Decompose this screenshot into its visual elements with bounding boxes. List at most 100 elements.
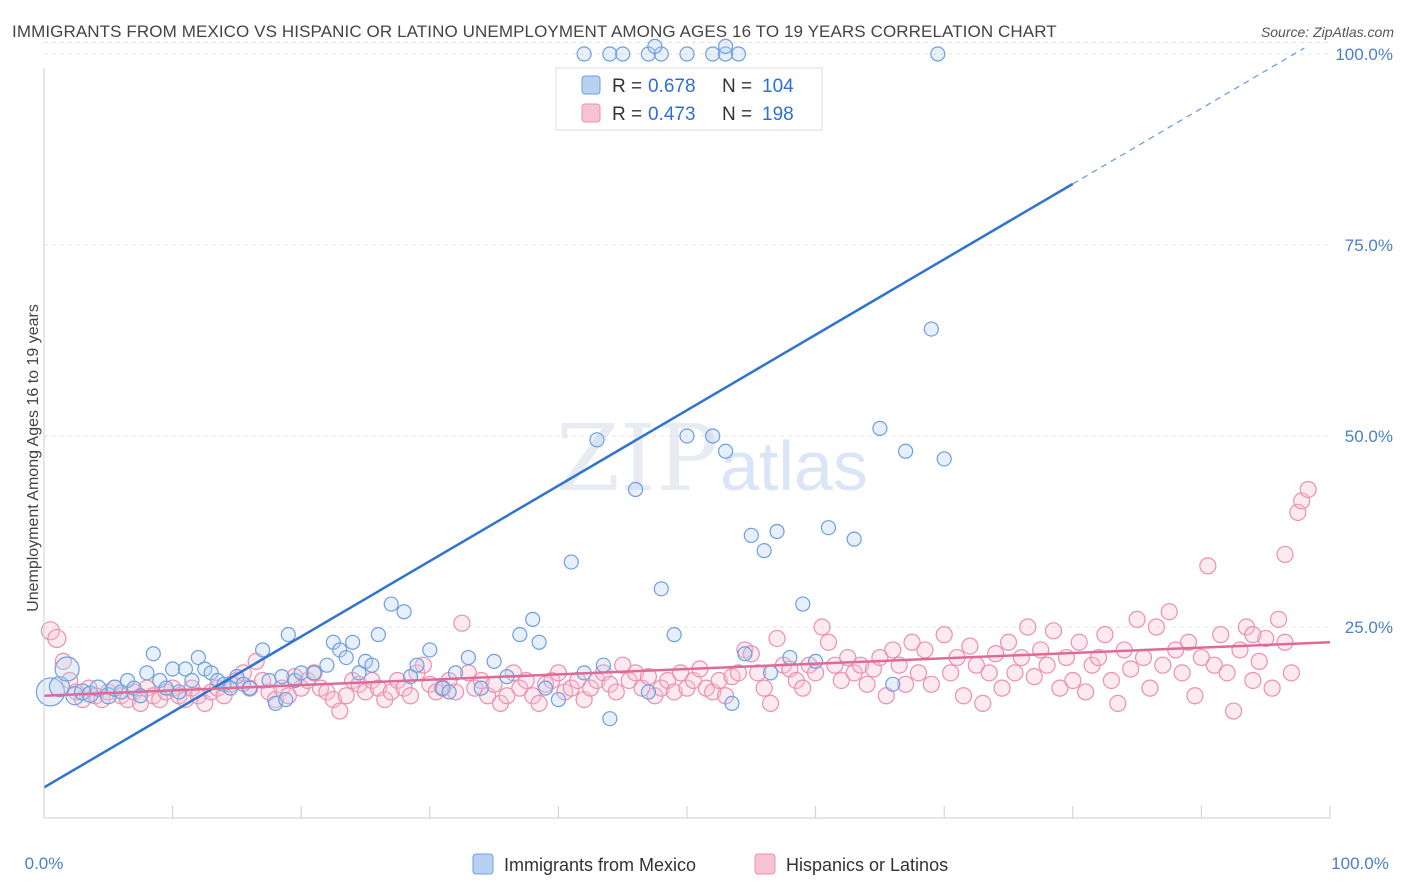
hispanics-point-192 xyxy=(1282,664,1301,682)
y-tick-label-2: 75.0% xyxy=(1345,236,1393,255)
trend-lines xyxy=(43,47,1331,789)
hispanics-point-104 xyxy=(710,671,728,690)
hispanics-point-177 xyxy=(1186,687,1204,705)
hispanics-point-181 xyxy=(1212,626,1230,644)
mexico-point-89 xyxy=(724,695,740,712)
hispanics-point-149 xyxy=(1006,664,1024,682)
mexico-point-64 xyxy=(550,691,567,708)
hispanics-point-191 xyxy=(1276,545,1294,564)
mexico-point-48 xyxy=(383,596,399,612)
mexico-point-67 xyxy=(589,432,605,448)
hispanics-point-171 xyxy=(1147,618,1165,636)
hispanics-point-79 xyxy=(549,664,568,682)
mexico-point-43 xyxy=(345,634,361,650)
mexico-point-69 xyxy=(627,481,644,498)
hispanics-point-182 xyxy=(1218,664,1236,682)
hispanics-point-138 xyxy=(935,626,953,644)
hispanics-point-173 xyxy=(1160,603,1178,621)
legend-r-value-2: 0.473 xyxy=(648,104,696,125)
hispanics-point-197 xyxy=(1244,626,1262,644)
hispanics-point-163 xyxy=(1096,626,1114,644)
series-legend: Immigrants from Mexico Hispanics or Lati… xyxy=(472,853,948,875)
mexico-point-87 xyxy=(923,321,939,337)
legend-r-value-1: 0.678 xyxy=(648,76,696,97)
mexico-point-39 xyxy=(319,657,335,673)
mexico-point-95 xyxy=(615,46,631,62)
hispanics-point-176 xyxy=(1179,633,1198,651)
hispanics-point-134 xyxy=(903,633,921,651)
hispanics-point-136 xyxy=(916,641,934,659)
y-tick-label-3: 100.0% xyxy=(1335,45,1393,64)
hispanics-point-41 xyxy=(305,664,323,682)
hispanics-point-188 xyxy=(1257,629,1275,648)
mexico-point-62 xyxy=(531,634,547,650)
mexico-point-47 xyxy=(370,627,386,643)
hispanics-point-76 xyxy=(530,694,548,713)
mexico-point-84 xyxy=(872,420,888,436)
hispanics-point-107 xyxy=(729,664,748,682)
hispanics-point-183 xyxy=(1224,702,1243,720)
mexico-point-103 xyxy=(717,38,734,54)
mexico-point-30 xyxy=(255,642,271,658)
hispanics-point-178 xyxy=(1192,648,1211,667)
hispanics-point-89 xyxy=(614,656,632,674)
mexico-point-65 xyxy=(563,554,579,570)
mexico-point-82 xyxy=(820,520,837,536)
hispanics-point-144 xyxy=(974,694,992,713)
hispanics-point-196 xyxy=(1276,633,1294,651)
hispanics-point-88 xyxy=(607,683,625,701)
legend-marker-hispanics xyxy=(754,853,776,875)
watermark-atlas: atlas xyxy=(720,427,868,505)
y-tick-label-1: 50.0% xyxy=(1345,427,1393,446)
hispanics-point-165 xyxy=(1109,694,1127,713)
hispanics-trend-line xyxy=(43,641,1331,698)
hispanics-point-45 xyxy=(331,702,349,720)
x-tick-label-max: 100.0% xyxy=(1331,854,1389,873)
mexico-point-79 xyxy=(782,649,798,666)
mexico-point-20 xyxy=(184,672,200,689)
legend-n-label-1: N = xyxy=(722,76,752,97)
mexico-point-98 xyxy=(679,46,695,62)
mexico-point-51 xyxy=(409,657,425,673)
hispanics-point-135 xyxy=(909,664,928,682)
legend-label-mexico: Immigrants from Mexico xyxy=(504,855,696,875)
hispanics-point-172 xyxy=(1154,656,1172,674)
hispanics-point-195 xyxy=(1299,480,1317,499)
hispanics-point-184 xyxy=(1231,641,1249,659)
x-tick-marks xyxy=(172,806,1331,818)
x-tick-label-min: 0.0% xyxy=(25,854,64,873)
hispanics-point-113 xyxy=(768,629,786,648)
mexico-point-70 xyxy=(640,684,657,700)
hispanics-point-167 xyxy=(1122,660,1140,678)
hispanics-point-189 xyxy=(1263,679,1281,697)
hispanics-point-151 xyxy=(1019,618,1037,636)
hispanics-point-179 xyxy=(1199,557,1217,575)
hispanics-point-142 xyxy=(961,637,979,655)
mexico-point-74 xyxy=(705,428,721,444)
hispanics-point-146 xyxy=(987,645,1005,663)
legend-marker-mexico xyxy=(472,853,494,875)
mexico-point-33 xyxy=(274,669,290,685)
hispanics-point-186 xyxy=(1244,671,1262,690)
hispanics-point-150 xyxy=(1012,648,1030,667)
mexico-point-2 xyxy=(54,656,80,682)
mexico-point-18 xyxy=(171,684,187,700)
hispanics-point-148 xyxy=(999,633,1018,651)
y-axis-title: Unemployment Among Ages 16 to 19 years xyxy=(25,304,42,612)
mexico-point-68 xyxy=(602,711,618,727)
mexico-point-83 xyxy=(846,531,862,547)
hispanics-point-71 xyxy=(498,687,516,705)
hispanics-point-127 xyxy=(858,675,876,693)
hispanics-point-97 xyxy=(665,683,683,701)
hispanics-point-137 xyxy=(922,675,940,693)
mexico-point-56 xyxy=(460,649,476,666)
mexico-point-34 xyxy=(278,691,294,708)
mexico-point-77 xyxy=(756,542,772,559)
hispanics-point-170 xyxy=(1141,679,1159,697)
mexico-point-38 xyxy=(306,665,322,681)
hispanics-point-139 xyxy=(942,664,960,682)
hispanics-point-141 xyxy=(954,687,973,705)
mexico-point-100 xyxy=(717,46,734,62)
mexico-trend-line xyxy=(43,182,1074,789)
